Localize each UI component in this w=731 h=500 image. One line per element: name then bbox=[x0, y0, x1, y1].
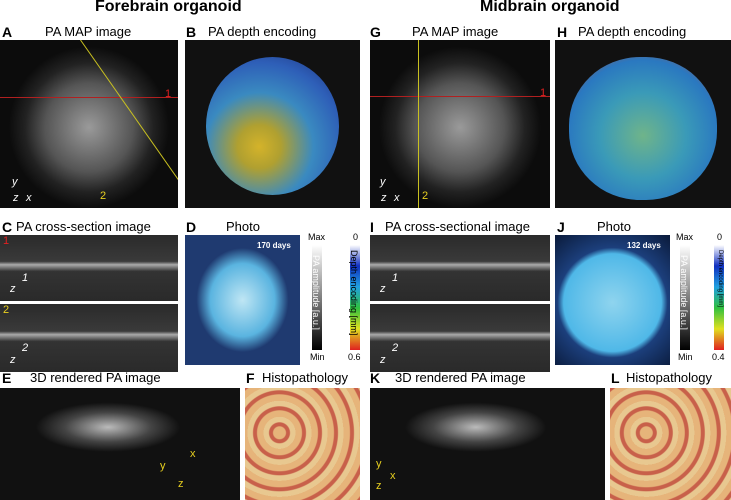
colorbar-label: PA amplitude [a.u.] bbox=[311, 255, 321, 330]
label: 2 bbox=[3, 304, 10, 316]
colorbar-label: Depth encoding [mm] bbox=[717, 250, 723, 308]
panel-title: PA depth encoding bbox=[578, 24, 687, 39]
colorbar-bottom: 0.6 bbox=[348, 352, 361, 362]
label: z bbox=[380, 354, 386, 366]
label: 2 bbox=[392, 342, 399, 354]
panel-title: Photo bbox=[597, 219, 631, 234]
panel-title: Histopathology bbox=[262, 370, 348, 385]
panel-letter: I bbox=[370, 219, 374, 235]
panel-letter: B bbox=[186, 24, 197, 40]
image bbox=[185, 40, 360, 208]
image: y x z bbox=[0, 388, 240, 500]
label: y bbox=[376, 458, 382, 470]
label: z bbox=[380, 283, 386, 295]
label: y bbox=[160, 460, 166, 472]
panel-letter: E bbox=[2, 370, 12, 386]
colorbar bbox=[714, 245, 724, 350]
panel-letter: C bbox=[2, 219, 13, 235]
header: Midbrain organoid bbox=[480, 0, 620, 15]
label: 170 days bbox=[257, 241, 291, 250]
colorbar-top: 0 bbox=[717, 232, 723, 242]
label: 1 bbox=[165, 88, 172, 100]
panel-letter: J bbox=[557, 219, 565, 235]
label: 1 bbox=[3, 235, 10, 247]
image bbox=[610, 388, 731, 500]
image: z 1 bbox=[370, 235, 550, 301]
panel-letter: A bbox=[2, 24, 13, 40]
colorbar-bottom: Min bbox=[678, 352, 693, 362]
label: z bbox=[10, 283, 16, 295]
colorbar bbox=[350, 245, 360, 350]
label: 2 bbox=[22, 342, 29, 354]
image: 132 days bbox=[555, 235, 670, 365]
panel-title: PA MAP image bbox=[412, 24, 499, 39]
label: y bbox=[12, 176, 18, 188]
panel-letter: D bbox=[186, 219, 197, 235]
panel-letter: K bbox=[370, 370, 381, 386]
panel-title: 3D rendered PA image bbox=[395, 370, 526, 385]
label: 1 bbox=[22, 272, 29, 284]
panel-title: PA cross-sectional image bbox=[385, 219, 530, 234]
label: x bbox=[190, 448, 196, 460]
panel-letter: G bbox=[370, 24, 381, 40]
image: 1 2 y z x bbox=[370, 40, 550, 208]
panel-title: Photo bbox=[226, 219, 260, 234]
label: z bbox=[376, 480, 382, 492]
panel-letter: L bbox=[611, 370, 620, 386]
colorbar-bottom: 0.4 bbox=[712, 352, 725, 362]
panel-title: Histopathology bbox=[626, 370, 712, 385]
colorbar-top: Max bbox=[308, 232, 326, 242]
panel-title: PA cross-section image bbox=[16, 219, 151, 234]
header: Forebrain organoid bbox=[95, 0, 242, 15]
label: x bbox=[394, 192, 400, 204]
label: 2 bbox=[100, 190, 107, 202]
colorbar-top: Max bbox=[676, 232, 694, 242]
image: y z x bbox=[370, 388, 605, 500]
image bbox=[245, 388, 360, 500]
image: 1 z 1 bbox=[0, 235, 178, 301]
colorbar bbox=[680, 245, 690, 350]
label: 2 bbox=[422, 190, 429, 202]
label: x bbox=[390, 470, 396, 482]
panel-title: PA MAP image bbox=[45, 24, 132, 39]
panel-title: 3D rendered PA image bbox=[30, 370, 161, 385]
label: z bbox=[10, 354, 16, 366]
panel-letter: H bbox=[557, 24, 568, 40]
label: x bbox=[26, 192, 32, 204]
label: 1 bbox=[540, 87, 547, 99]
colorbar-bottom: Min bbox=[310, 352, 325, 362]
colorbar bbox=[312, 245, 322, 350]
image: 1 2 y z x bbox=[0, 40, 178, 208]
panel-title: PA depth encoding bbox=[208, 24, 317, 39]
label: 1 bbox=[392, 272, 399, 284]
label: z bbox=[178, 478, 184, 490]
image: 2 z 2 bbox=[0, 304, 178, 372]
label: y bbox=[380, 176, 386, 188]
colorbar-label: PA amplitude [a.u.] bbox=[679, 255, 689, 330]
label: z bbox=[381, 192, 387, 204]
image: 170 days bbox=[185, 235, 300, 365]
image: z 2 bbox=[370, 304, 550, 372]
colorbar-top: 0 bbox=[353, 232, 359, 242]
panel-letter: F bbox=[246, 370, 255, 386]
colorbar-label: Depth encoding [mm] bbox=[349, 250, 359, 336]
image bbox=[555, 40, 731, 208]
label: 132 days bbox=[627, 241, 661, 250]
label: z bbox=[13, 192, 19, 204]
